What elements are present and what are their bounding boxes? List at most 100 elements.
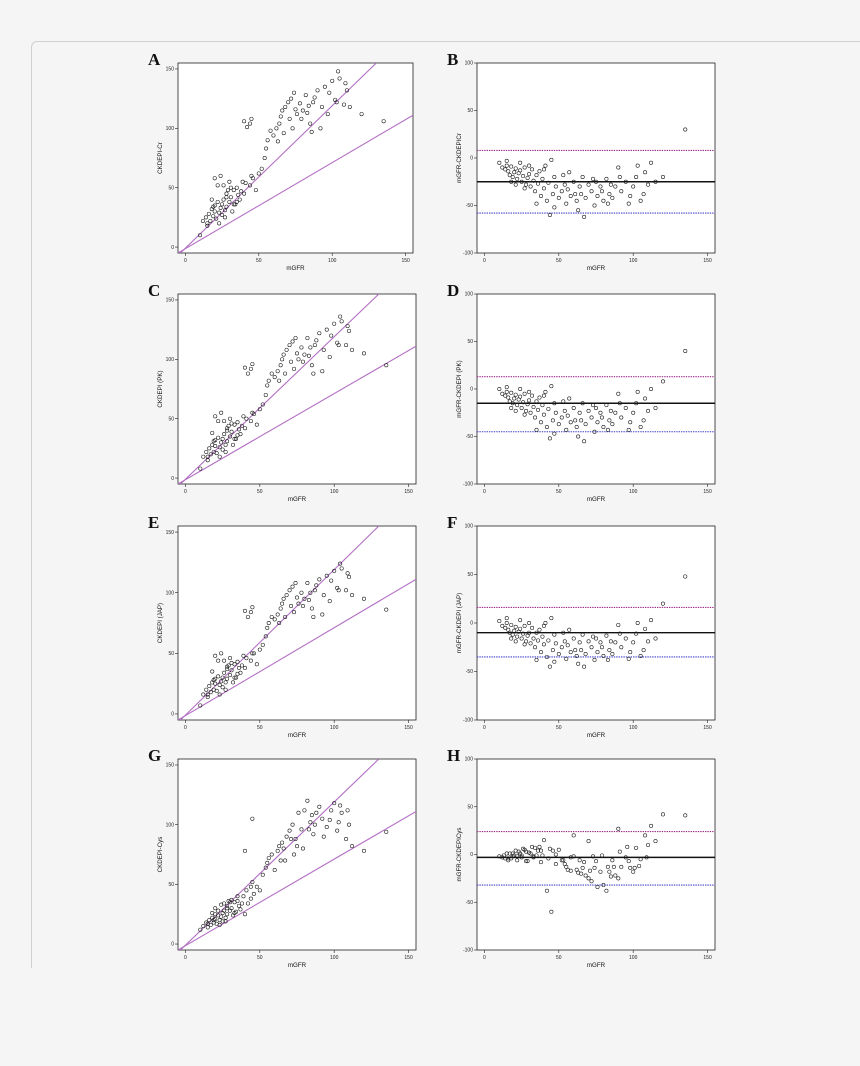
data-point [619,864,624,869]
data-point [319,104,324,109]
data-point [235,420,240,425]
data-point [567,396,572,401]
data-point [530,167,535,172]
data-point [535,407,540,412]
data-point [257,888,262,893]
y-tick-label: 100 [465,292,474,298]
data-point [593,405,598,410]
data-point [509,390,514,395]
data-point [519,636,524,641]
data-point [201,924,206,929]
plot-area [177,62,414,254]
data-point [308,345,313,350]
data-point [299,590,304,595]
data-point [534,173,539,178]
data-point [515,854,520,859]
data-point [565,643,570,648]
data-point [312,95,317,100]
data-point [589,415,594,420]
data-point [265,625,270,630]
data-point [239,423,244,428]
data-point [582,860,587,865]
data-point [528,184,533,189]
data-point [634,175,639,180]
data-point [527,620,532,625]
data-point [521,174,526,179]
data-point [235,899,240,904]
data-point [571,833,576,838]
data-point [284,593,289,598]
data-point [308,590,313,595]
data-point [586,839,591,844]
y-tick-label: -100 [463,482,473,488]
data-point [227,199,232,204]
data-point [586,876,591,881]
data-point [296,357,301,362]
data-point [220,213,225,218]
plot-area [476,293,716,485]
data-point [220,685,225,690]
data-point [254,662,259,667]
data-point [262,156,267,161]
data-point [512,628,517,633]
data-point [626,859,631,864]
data-point [284,347,289,352]
x-tick-label: 100 [629,725,638,731]
data-point [619,189,624,194]
y-tick-label: -100 [463,251,473,257]
data-point [329,333,334,338]
data-point [593,636,598,641]
data-point [604,888,609,893]
data-point [604,403,609,408]
data-point [605,864,610,869]
data-point [220,675,225,680]
data-point [660,175,665,180]
data-point [538,650,543,655]
data-point [242,665,247,670]
plot-area [177,758,417,951]
data-point [589,879,594,884]
data-point [344,588,349,593]
data-point [300,108,305,113]
data-point [225,667,230,672]
y-axis-title: CKDEPI-Cr [157,142,164,174]
y-tick-label: -100 [463,718,473,724]
data-point [213,443,218,448]
data-point [592,203,597,208]
y-tick-label: -50 [466,434,473,440]
data-point [591,403,596,408]
data-point [327,354,332,359]
data-point [638,857,643,862]
data-point [217,922,222,927]
data-point [234,675,239,680]
data-point [573,648,578,653]
data-point [245,371,250,376]
data-point [275,369,280,374]
data-point [297,101,302,106]
y-tick-label: 0 [470,621,473,627]
x-tick-label: 150 [703,258,712,264]
data-point [213,653,218,658]
y-tick-label: 0 [470,387,473,393]
data-point [212,176,217,181]
data-point [643,833,648,838]
data-point [546,180,551,185]
y-tick-label: -50 [466,900,473,906]
data-point [381,119,386,124]
data-point [556,422,561,427]
data-point [582,439,587,444]
data-point [215,183,220,188]
data-point [247,183,252,188]
data-point [219,914,224,919]
x-tick-label: 50 [257,955,263,961]
x-tick-label: 100 [330,725,339,731]
data-point [628,865,633,870]
y-tick-label: 0 [470,156,473,162]
data-point [293,107,298,112]
data-point [631,410,636,415]
data-point [604,633,609,638]
y-tick-label: 50 [168,416,174,422]
data-point [533,415,538,420]
data-point [235,894,240,899]
plot-content [477,812,715,914]
